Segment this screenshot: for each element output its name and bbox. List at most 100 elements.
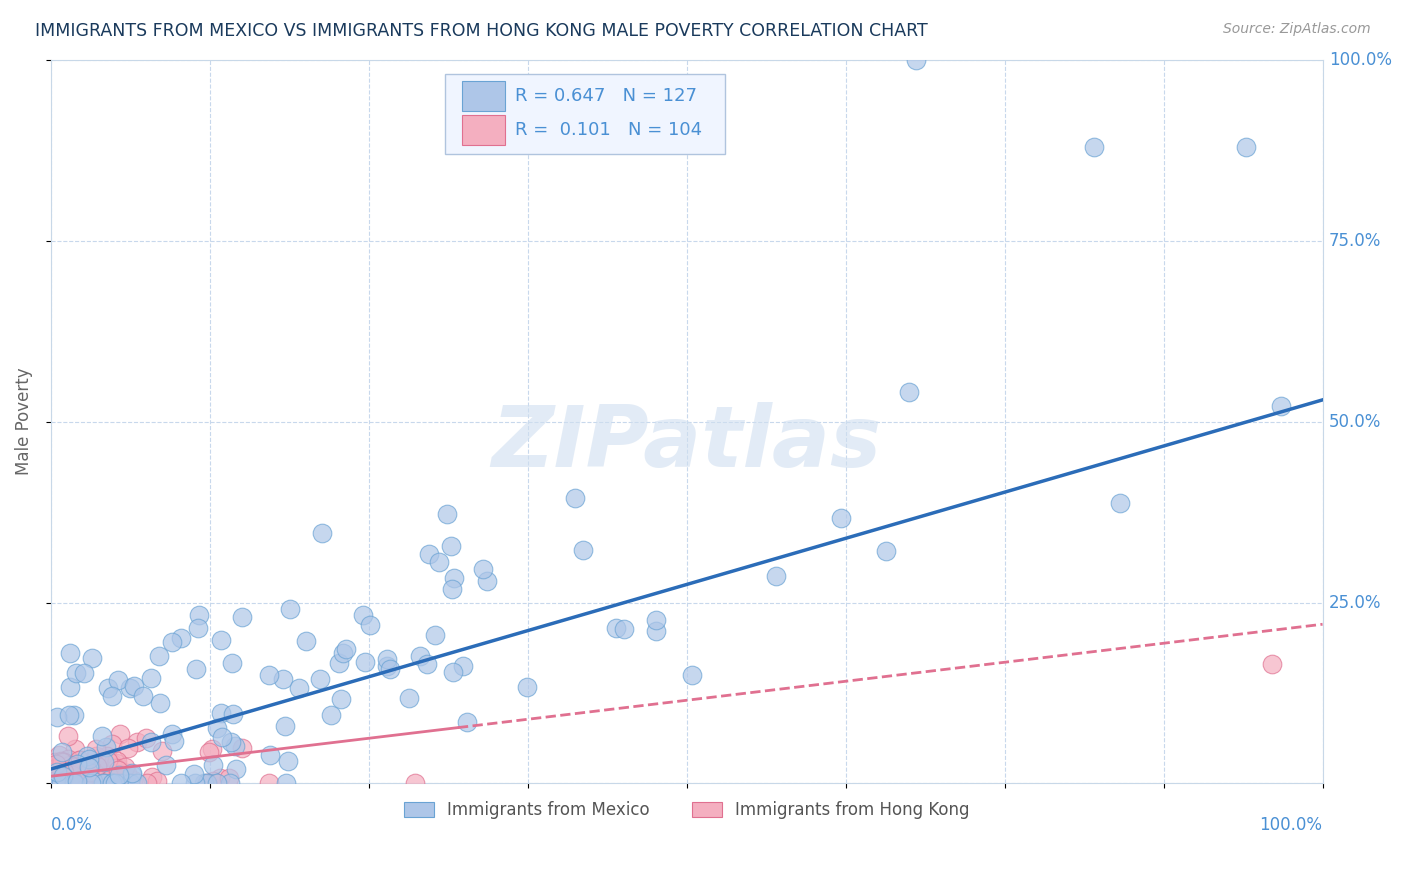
Point (287, 681, 309, 695)
Y-axis label: Male Poverty: Male Poverty (15, 368, 32, 475)
Point (82, 774, 104, 789)
Point (73, 666, 96, 681)
Point (101, 776, 124, 790)
Point (209, 706, 232, 720)
Point (409, 648, 432, 663)
Point (904, 53, 927, 67)
Text: 75.0%: 75.0% (1329, 232, 1381, 250)
Point (117, 766, 139, 780)
Point (82, 773, 104, 788)
Point (58, 708, 80, 723)
Point (51, 756, 73, 770)
Point (152, 744, 174, 758)
Point (46, 710, 69, 724)
Point (122, 772, 145, 787)
Point (52, 764, 75, 779)
Point (59, 758, 82, 772)
Point (120, 681, 142, 695)
Point (46, 776, 69, 790)
Point (456, 714, 478, 729)
Point (471, 562, 494, 576)
Point (59, 774, 82, 789)
Point (219, 734, 242, 748)
Point (108, 766, 131, 780)
Point (125, 776, 148, 790)
Point (114, 760, 136, 774)
Point (72, 776, 94, 790)
Point (170, 631, 193, 645)
FancyBboxPatch shape (446, 74, 725, 153)
Point (332, 647, 354, 661)
Point (209, 633, 232, 648)
Point (207, 776, 229, 790)
Point (1260, 657, 1282, 671)
Point (63, 776, 86, 790)
Point (72, 774, 94, 789)
Point (319, 708, 342, 723)
Point (58, 776, 80, 790)
Point (681, 668, 703, 682)
Point (221, 656, 243, 670)
Point (86, 748, 108, 763)
Point (45, 756, 67, 771)
Point (46, 776, 69, 790)
Point (141, 770, 163, 784)
Point (572, 543, 595, 558)
Point (225, 762, 247, 776)
Point (278, 602, 301, 616)
Point (58, 730, 80, 744)
Point (271, 672, 294, 686)
Point (108, 727, 131, 741)
Point (73, 776, 96, 790)
Text: Source: ZipAtlas.com: Source: ZipAtlas.com (1223, 22, 1371, 37)
Point (115, 769, 138, 783)
Point (211, 730, 233, 744)
Point (186, 662, 208, 676)
Point (184, 776, 207, 790)
Point (79, 759, 101, 773)
Point (91, 729, 114, 743)
Point (231, 740, 253, 755)
Point (274, 776, 297, 790)
Point (418, 547, 440, 561)
Point (91, 776, 114, 790)
Point (42, 762, 65, 776)
Point (311, 526, 333, 541)
Point (65, 759, 87, 773)
Point (51, 745, 73, 759)
Point (56, 752, 79, 766)
Point (56, 776, 79, 790)
Point (114, 770, 136, 784)
Point (63, 742, 86, 756)
Point (1108, 496, 1130, 510)
Point (163, 734, 186, 748)
Point (104, 776, 127, 790)
Point (148, 648, 170, 663)
Point (58, 772, 80, 787)
Point (122, 679, 145, 693)
Point (377, 652, 399, 666)
Point (443, 571, 465, 585)
Point (353, 608, 375, 623)
Point (222, 706, 245, 721)
Point (201, 774, 224, 789)
Point (97, 767, 120, 781)
Point (135, 731, 157, 745)
Point (83, 764, 105, 779)
Point (51, 769, 73, 783)
Text: 0.0%: 0.0% (51, 816, 93, 834)
Point (170, 776, 193, 790)
Point (359, 618, 381, 632)
Point (436, 507, 458, 521)
Point (49, 754, 72, 768)
Point (104, 776, 127, 790)
Point (162, 727, 184, 741)
Point (209, 771, 232, 785)
Point (79, 760, 101, 774)
Point (94, 776, 117, 790)
Legend: Immigrants from Mexico, Immigrants from Hong Kong: Immigrants from Mexico, Immigrants from … (398, 795, 976, 826)
Point (146, 773, 169, 788)
Point (93, 755, 115, 769)
Text: 100.0%: 100.0% (1260, 816, 1323, 834)
Point (82, 766, 104, 780)
